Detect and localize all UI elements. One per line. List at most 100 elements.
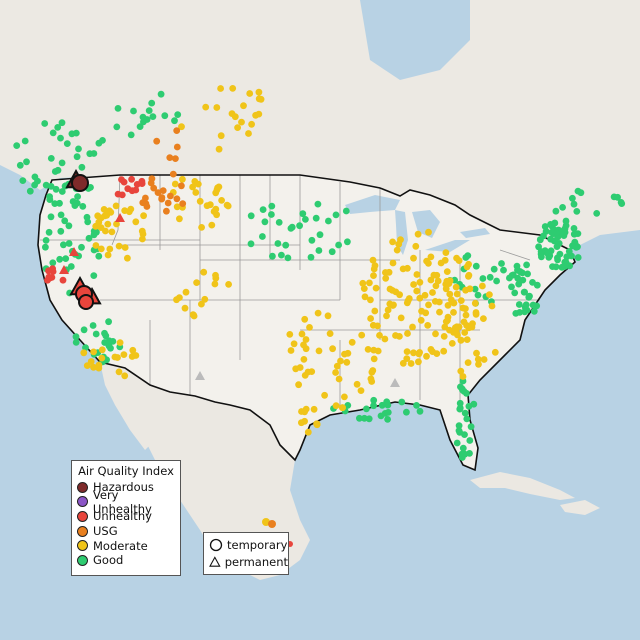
- monitor-point-moderate: [87, 358, 95, 365]
- monitor-point-moderate: [332, 402, 340, 410]
- monitor-point-good: [471, 285, 479, 293]
- monitor-point-moderate: [361, 293, 369, 301]
- monitor-point-good: [79, 203, 87, 210]
- monitor-point-good: [78, 243, 85, 251]
- monitor-point-moderate: [332, 369, 339, 376]
- monitor-point-good: [356, 414, 363, 422]
- monitor-point-moderate: [121, 244, 129, 251]
- monitor-point-moderate: [116, 339, 124, 346]
- monitor-point-good: [618, 200, 626, 208]
- monitor-point-good: [377, 412, 385, 420]
- monitor-point-moderate: [348, 338, 356, 346]
- monitor-point-good: [261, 218, 269, 226]
- monitor-point-good: [21, 137, 29, 145]
- monitor-point-good: [41, 120, 49, 127]
- lake-ontario: [460, 228, 490, 238]
- monitor-point-good: [370, 402, 377, 410]
- monitor-point-good: [49, 129, 57, 137]
- monitor-point-good: [328, 248, 336, 256]
- monitor-point-good: [335, 241, 342, 249]
- monitor-point-moderate: [433, 350, 441, 357]
- monitor-point-moderate: [429, 289, 436, 296]
- monitor-point-unhealthy: [78, 294, 94, 310]
- monitor-point-moderate: [448, 340, 456, 347]
- monitor-point-hazardous: [71, 174, 89, 192]
- monitor-point-good: [524, 270, 531, 278]
- monitor-point-good: [86, 150, 94, 158]
- monitor-point-good: [465, 402, 473, 410]
- monitor-point-moderate: [381, 335, 389, 343]
- monitor-point-moderate: [410, 349, 417, 357]
- monitor-point-good: [45, 228, 53, 236]
- monitor-point-moderate: [206, 201, 214, 209]
- legend-item-temporary: temporary: [204, 536, 288, 553]
- monitor-station-no-data: [195, 371, 205, 380]
- monitor-point-moderate: [201, 295, 209, 303]
- monitor-point-moderate: [127, 205, 135, 213]
- monitor-point-moderate: [198, 224, 206, 231]
- monitor-point-moderate: [298, 419, 305, 427]
- monitor-point-moderate: [480, 315, 487, 322]
- monitor-point-good: [569, 242, 576, 250]
- moderate-swatch: [77, 540, 88, 552]
- monitor-point-moderate: [333, 362, 341, 370]
- monitor-point-moderate: [462, 311, 470, 319]
- monitor-point-moderate: [441, 323, 449, 331]
- monitor-point-good: [529, 279, 536, 286]
- monitor-point-moderate: [382, 274, 390, 282]
- monitor-point-moderate: [413, 287, 421, 295]
- monitor-point-usg: [172, 155, 179, 163]
- monitor-point-good: [62, 255, 70, 262]
- legend-title: Air Quality Index: [78, 464, 174, 478]
- lake-superior: [345, 195, 400, 214]
- monitor-point-moderate: [202, 103, 210, 111]
- monitor-point-moderate: [208, 221, 216, 229]
- monitor-point-good: [57, 211, 65, 219]
- monitor-point-usg: [154, 189, 162, 197]
- legend-item-very-unhealthy: Very Unhealthy: [72, 488, 180, 516]
- monitor-point-usg: [164, 199, 172, 207]
- monitor-point-good: [61, 217, 69, 225]
- monitor-point-good: [574, 187, 582, 195]
- monitor-point-moderate: [462, 286, 469, 294]
- monitor-point-good: [80, 326, 88, 334]
- monitor-point-good: [109, 338, 117, 345]
- monitor-point-moderate: [114, 354, 121, 361]
- monitor-point-moderate: [425, 259, 432, 267]
- monitor-point-moderate: [410, 254, 417, 262]
- monitor-point-moderate: [231, 113, 239, 121]
- monitor-point-unhealthy: [59, 276, 67, 284]
- monitor-point-moderate: [173, 296, 180, 304]
- monitor-point-moderate: [192, 189, 200, 196]
- monitor-point-moderate: [479, 282, 486, 290]
- monitor-point-good: [296, 222, 303, 230]
- monitor-point-moderate: [432, 282, 440, 290]
- monitor-point-moderate: [396, 291, 403, 299]
- monitor-point-moderate: [339, 404, 346, 412]
- monitor-point-good: [365, 415, 373, 423]
- monitor-point-good: [573, 208, 581, 215]
- monitor-point-good: [56, 255, 64, 263]
- monitor-point-moderate: [313, 421, 321, 429]
- monitor-point-good: [101, 339, 109, 346]
- monitor-point-moderate: [386, 285, 394, 293]
- monitor-point-moderate: [423, 352, 430, 360]
- monitor-point-moderate: [95, 364, 103, 372]
- legend-label: Moderate: [93, 538, 148, 553]
- monitor-point-moderate: [337, 357, 344, 365]
- monitor-point-good: [42, 237, 50, 244]
- monitor-station-unhealthy: [69, 247, 79, 256]
- monitor-point-good: [548, 228, 556, 236]
- monitor-point-good: [457, 383, 464, 391]
- monitor-point-moderate: [215, 183, 223, 191]
- monitor-point-moderate: [121, 372, 129, 380]
- monitor-point-moderate: [341, 393, 348, 401]
- monitor-point-usg: [142, 194, 149, 202]
- monitor-point-good: [540, 232, 547, 240]
- monitor-point-good: [149, 113, 157, 120]
- monitor-point-good: [60, 241, 67, 249]
- monitor-point-usg: [158, 195, 166, 203]
- monitor-point-good: [490, 265, 498, 273]
- monitor-point-good: [512, 310, 520, 317]
- monitor-point-good: [462, 254, 470, 261]
